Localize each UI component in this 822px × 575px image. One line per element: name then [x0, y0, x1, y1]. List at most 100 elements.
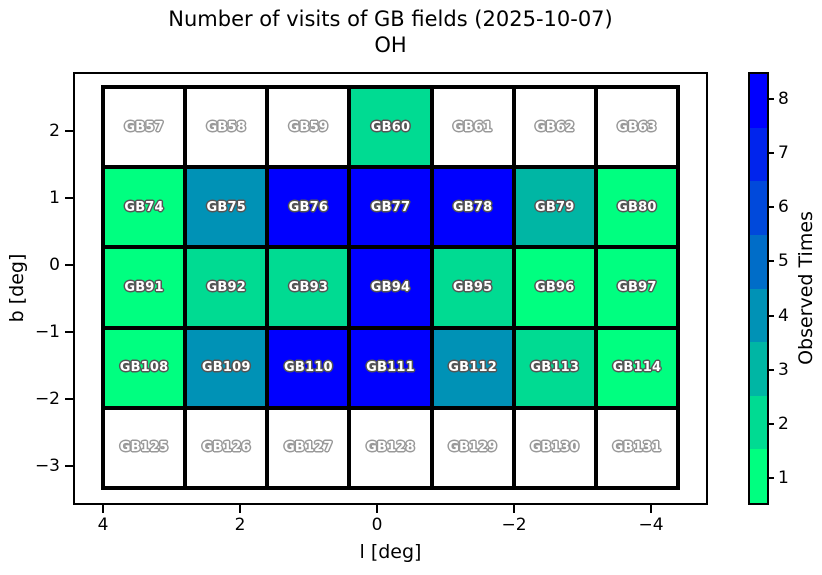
field-cell-gb95: GB95 [431, 247, 514, 328]
field-cell-label: GB60 [370, 119, 411, 135]
colorbar-segment [750, 181, 767, 235]
y-tick-label: 0 [49, 255, 60, 275]
field-cell-label: GB80 [617, 199, 657, 215]
y-axis-label: b [deg] [6, 253, 28, 323]
colorbar-segment [750, 127, 767, 182]
field-cell-label: GB62 [535, 119, 575, 135]
x-axis-label: l [deg] [359, 541, 422, 563]
field-cell-label: GB111 [366, 360, 415, 376]
colorbar-segment [750, 449, 767, 503]
field-cell-label: GB113 [530, 360, 580, 376]
colorbar-tick-label: 7 [778, 143, 789, 164]
field-cell-gb126: GB126 [185, 407, 268, 488]
colorbar-tick-mark [769, 368, 774, 371]
field-cell-gb78: GB78 [431, 167, 514, 248]
y-tick-mark [65, 130, 73, 132]
x-tick-label: −4 [638, 515, 664, 535]
field-cell-label: GB109 [201, 360, 251, 376]
field-cell-gb62: GB62 [513, 87, 596, 168]
field-cell-label: GB97 [617, 279, 657, 295]
field-cell-label: GB130 [530, 440, 580, 456]
field-cell-label: GB110 [283, 360, 333, 376]
y-tick-mark [65, 264, 73, 266]
field-cell-label: GB114 [612, 360, 662, 376]
x-tick-mark [239, 505, 241, 513]
field-cell-gb129: GB129 [431, 407, 514, 488]
colorbar-tick-mark [769, 422, 774, 425]
field-cell-gb128: GB128 [349, 407, 432, 488]
field-cell-gb93: GB93 [267, 247, 350, 328]
title-block: Number of visits of GB fields (2025-10-0… [73, 6, 708, 58]
field-cell-gb91: GB91 [103, 247, 186, 328]
colorbar-tick-mark [769, 152, 774, 155]
colorbar-tick-label: 3 [778, 359, 789, 380]
field-cell-label: GB94 [370, 279, 411, 295]
field-cell-gb114: GB114 [595, 327, 678, 408]
plot-area: GB57 GB58 GB59 GB60 GB61 GB62 GB63 GB74 GB75 GB76… [73, 72, 708, 505]
colorbar-tick-label: 8 [778, 89, 789, 110]
field-cell-gb79: GB79 [513, 167, 596, 248]
field-cell-label: GB92 [206, 279, 246, 295]
field-grid: GB57 GB58 GB59 GB60 GB61 GB62 GB63 GB74 GB75 GB76… [101, 85, 680, 490]
colorbar-tick-mark [769, 260, 774, 263]
x-tick-label: 2 [234, 515, 246, 535]
field-cell-gb96: GB96 [513, 247, 596, 328]
field-cell-gb94: GB94 [349, 247, 432, 328]
field-cell-label: GB108 [119, 360, 169, 376]
field-cell-label: GB57 [124, 119, 164, 135]
field-cell-label: GB95 [452, 279, 493, 295]
field-cell-label: GB63 [617, 119, 657, 135]
field-cell-gb112: GB112 [431, 327, 514, 408]
field-cell-gb109: GB109 [185, 327, 268, 408]
field-cell-gb111: GB111 [349, 327, 432, 408]
chart-subtitle: OH [374, 33, 407, 57]
colorbar-tick-mark [769, 98, 774, 101]
y-tick-mark [65, 398, 73, 400]
field-cell-label: GB78 [452, 199, 493, 215]
field-cell-label: GB76 [288, 199, 329, 215]
colorbar-tick-label: 6 [778, 197, 789, 218]
x-tick-label: 4 [97, 515, 109, 535]
field-cell-label: GB96 [535, 279, 575, 295]
colorbar-tick-label: 2 [778, 413, 789, 434]
y-tick-label: −2 [34, 389, 60, 409]
colorbar-segment [750, 74, 767, 128]
colorbar-tick-mark [769, 476, 774, 479]
colorbar-segment [750, 234, 767, 289]
colorbar-segment [750, 288, 767, 343]
field-cell-gb59: GB59 [267, 87, 350, 168]
field-cell-gb58: GB58 [185, 87, 268, 168]
x-tick-mark [376, 505, 378, 513]
colorbar-tick-mark [769, 206, 774, 209]
y-tick-label: 2 [49, 121, 60, 141]
x-tick-mark [102, 505, 104, 513]
field-cell-gb80: GB80 [595, 167, 678, 248]
field-cell-gb97: GB97 [595, 247, 678, 328]
colorbar-tick-label: 4 [778, 305, 789, 326]
field-cell-label: GB75 [206, 199, 246, 215]
colorbar-tick-mark [769, 314, 774, 317]
field-cell-label: GB112 [448, 360, 497, 376]
colorbar-segment [750, 342, 767, 396]
field-cell-label: GB126 [201, 440, 251, 456]
x-tick-label: −2 [501, 515, 527, 535]
field-cell-gb60: GB60 [349, 87, 432, 168]
field-cell-gb61: GB61 [431, 87, 514, 168]
field-cell-gb76: GB76 [267, 167, 350, 248]
field-cell-gb108: GB108 [103, 327, 186, 408]
colorbar-tick-label: 1 [778, 467, 789, 488]
field-cell-label: GB77 [370, 199, 411, 215]
field-cell-gb75: GB75 [185, 167, 268, 248]
field-cell-label: GB125 [119, 440, 169, 456]
field-cell-gb77: GB77 [349, 167, 432, 248]
field-cell-label: GB131 [612, 440, 662, 456]
y-tick-mark [65, 331, 73, 333]
colorbar-tick-label: 5 [778, 251, 789, 272]
y-tick-label: −1 [34, 322, 60, 342]
field-cell-gb57: GB57 [103, 87, 186, 168]
field-cell-label: GB74 [124, 199, 164, 215]
x-tick-mark [513, 505, 515, 513]
field-cell-gb63: GB63 [595, 87, 678, 168]
colorbar-segment [750, 395, 767, 450]
